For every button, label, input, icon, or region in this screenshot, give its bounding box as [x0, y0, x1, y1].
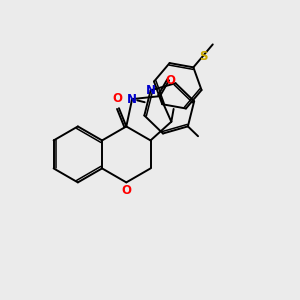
Text: O: O	[112, 92, 122, 105]
Text: N: N	[127, 93, 137, 106]
Text: O: O	[165, 74, 175, 87]
Text: O: O	[121, 184, 131, 197]
Text: N: N	[146, 84, 156, 97]
Text: S: S	[199, 50, 207, 63]
